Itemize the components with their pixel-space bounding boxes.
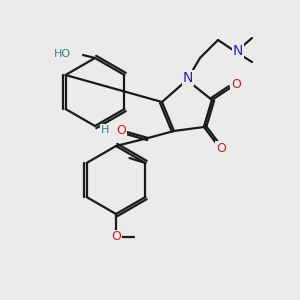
Text: O: O [231, 77, 241, 91]
Text: O: O [116, 124, 126, 136]
Text: O: O [111, 230, 121, 244]
Text: H: H [101, 125, 109, 135]
Text: HO: HO [54, 49, 71, 59]
Text: O: O [216, 142, 226, 154]
Text: N: N [183, 71, 193, 85]
Text: N: N [233, 44, 243, 58]
